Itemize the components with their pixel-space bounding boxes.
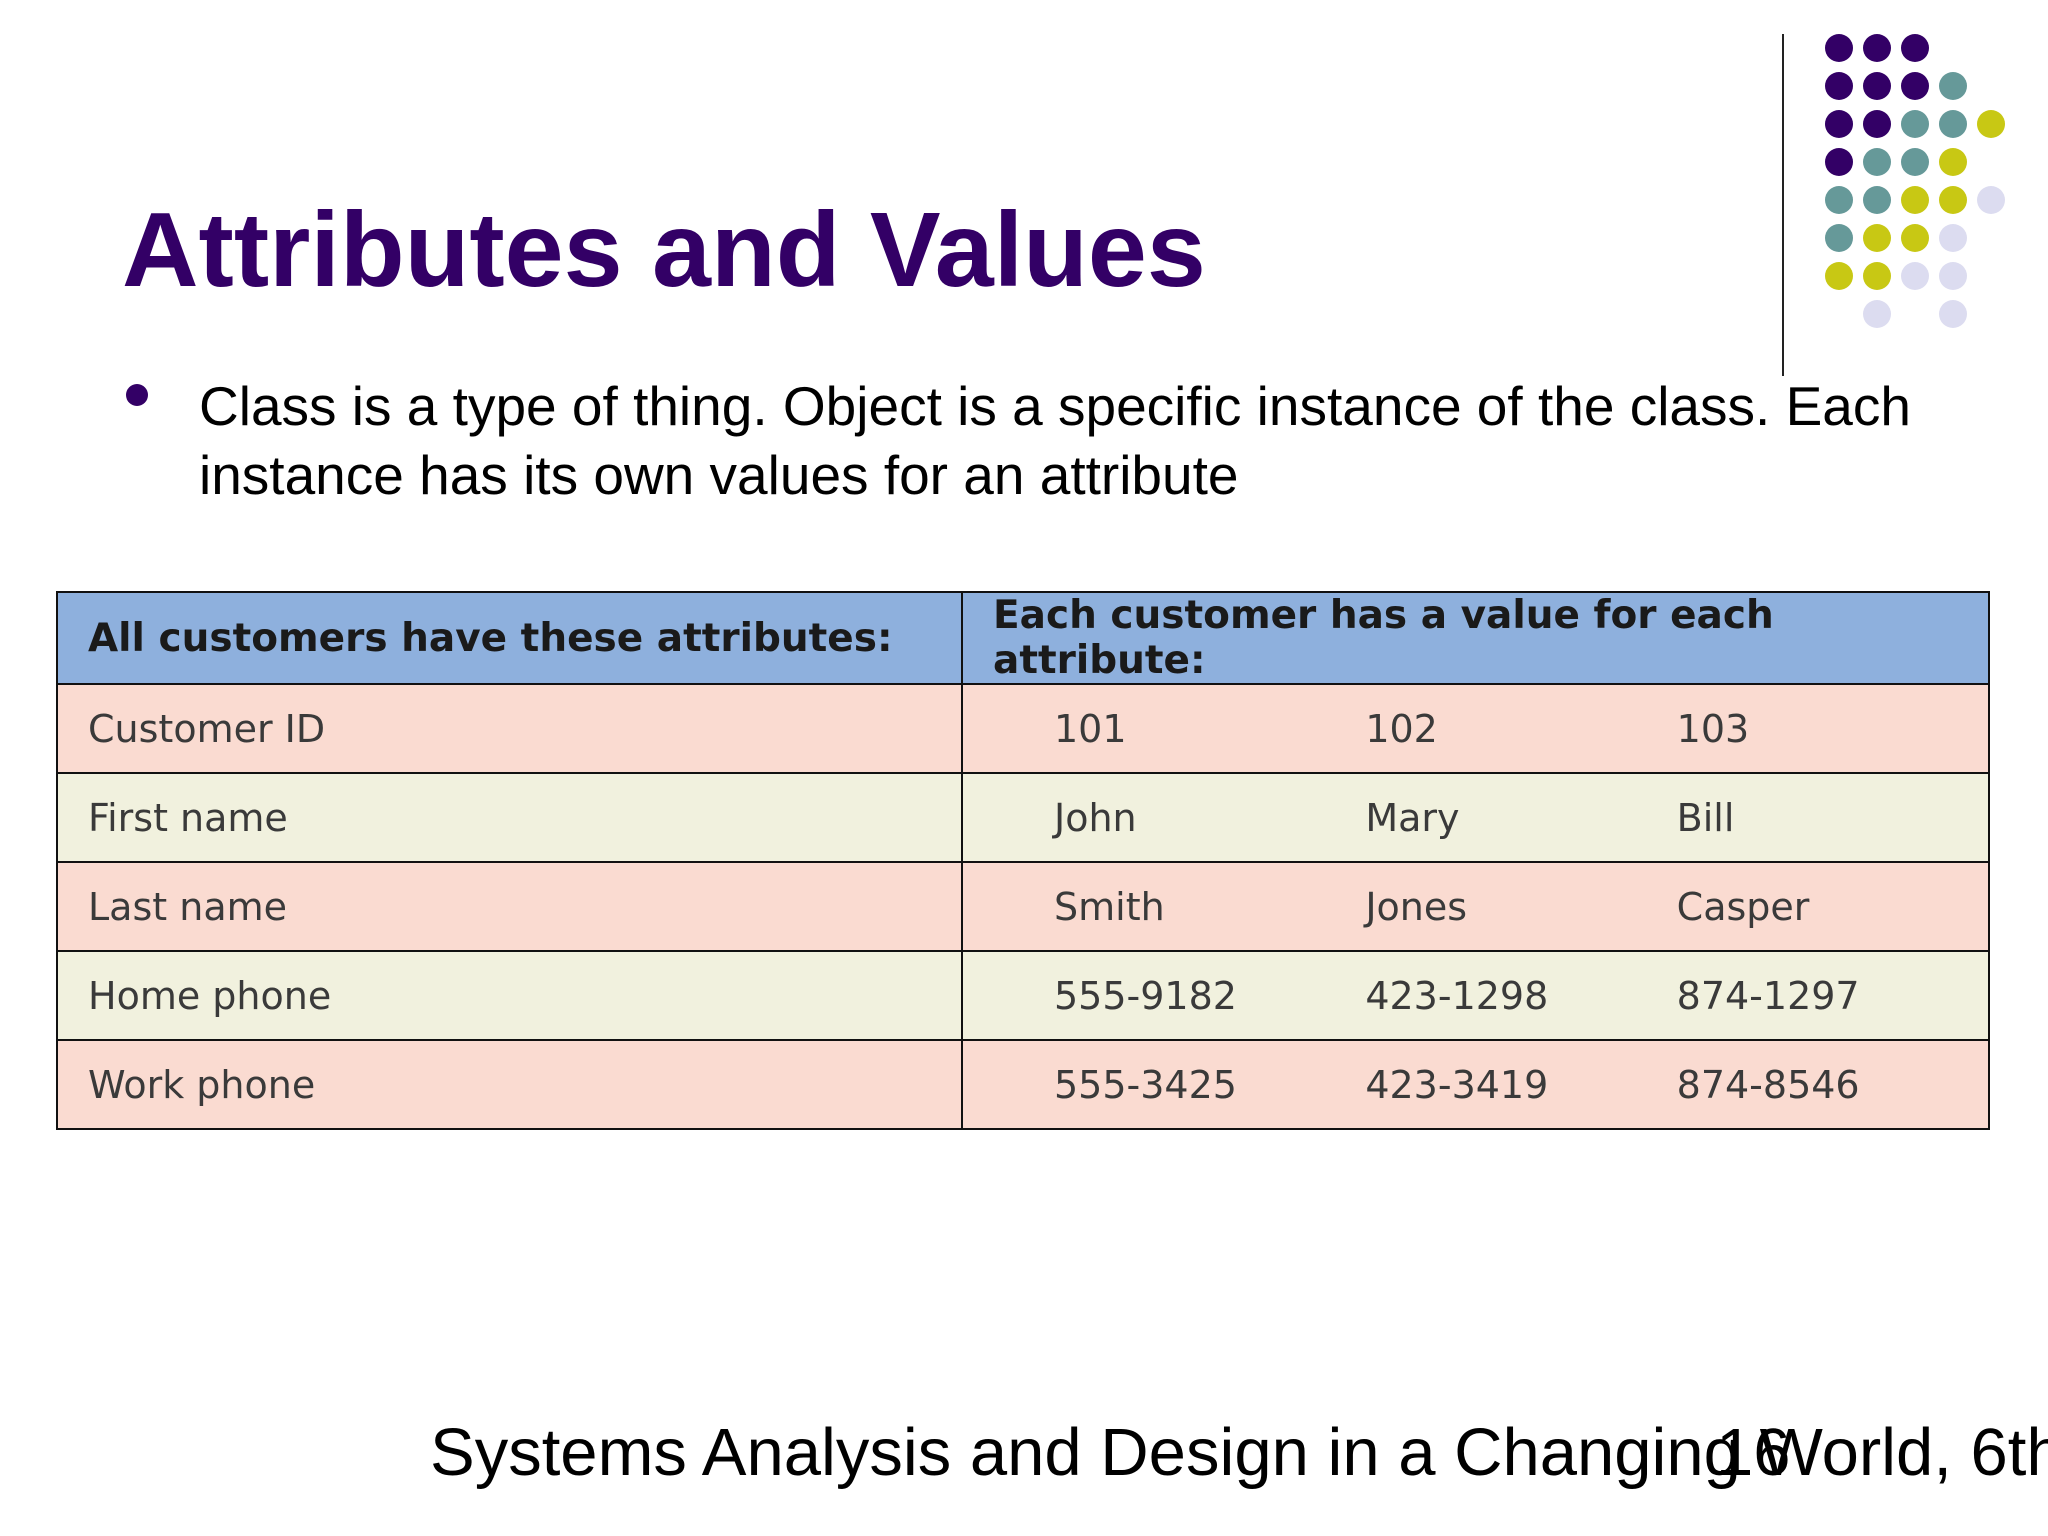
values-cell: 101 102 103	[961, 683, 1990, 774]
attributes-table: All customers have these attributes: Eac…	[56, 591, 1990, 1130]
attribute-cell: Last name	[56, 861, 963, 952]
table-row: Last name Smith Jones Casper	[56, 861, 1990, 952]
value-cell: 101	[1054, 706, 1127, 751]
value-cell: Mary	[1365, 795, 1460, 840]
table-row: Work phone 555-3425 423-3419 874-8546	[56, 1039, 1990, 1130]
decorative-dot	[1863, 262, 1891, 290]
table-row: Home phone 555-9182 423-1298 874-1297	[56, 950, 1990, 1041]
table-header-attributes: All customers have these attributes:	[56, 591, 963, 685]
attribute-cell: Home phone	[56, 950, 963, 1041]
decorative-dot	[1901, 262, 1929, 290]
value-cell: Bill	[1676, 795, 1735, 840]
decorative-dot	[1939, 224, 1967, 252]
decorative-dot	[1863, 148, 1891, 176]
page-number: 16	[1716, 1415, 1791, 1490]
value-cell: 423-3419	[1365, 1062, 1549, 1107]
values-cell: 555-3425 423-3419 874-8546	[961, 1039, 1990, 1130]
value-cell: 102	[1365, 706, 1438, 751]
decorative-dot	[1825, 224, 1853, 252]
values-cell: Smith Jones Casper	[961, 861, 1990, 952]
value-cell: 874-8546	[1676, 1062, 1860, 1107]
decorative-dot	[1825, 186, 1853, 214]
decorative-dot	[1901, 148, 1929, 176]
slide-title: Attributes and Values	[122, 191, 1206, 309]
value-cell: 103	[1676, 706, 1750, 751]
decorative-dot	[1863, 72, 1891, 100]
decorative-dot	[1825, 110, 1853, 138]
decorative-dot	[1939, 110, 1967, 138]
decorative-dot	[1939, 300, 1967, 328]
decorative-dot	[1939, 262, 1967, 290]
decorative-dot	[1901, 34, 1929, 62]
attribute-cell: Customer ID	[56, 683, 963, 774]
decorative-dot	[1901, 72, 1929, 100]
value-cell: Smith	[1054, 884, 1165, 929]
value-cell: John	[1054, 795, 1137, 840]
value-cell: 555-3425	[1054, 1062, 1237, 1107]
table-header-values: Each customer has a value for each attri…	[961, 591, 1990, 685]
table-header-row: All customers have these attributes: Eac…	[56, 591, 1990, 685]
decorative-dot	[1939, 186, 1967, 214]
values-cell: John Mary Bill	[961, 772, 1990, 863]
decorative-dot	[1863, 34, 1891, 62]
vertical-divider	[1782, 34, 1784, 376]
bullet-text: Class is a type of thing. Object is a sp…	[199, 375, 1911, 506]
decorative-dot	[1901, 224, 1929, 252]
decorative-dot	[1825, 262, 1853, 290]
decorative-dot	[1863, 224, 1891, 252]
table-row: Customer ID 101 102 103	[56, 683, 1990, 774]
decorative-dot	[1825, 72, 1853, 100]
value-cell: Jones	[1365, 884, 1468, 929]
decorative-dot	[1825, 148, 1853, 176]
decorative-dot	[1863, 186, 1891, 214]
decorative-dot	[1901, 110, 1929, 138]
decorative-dot	[1863, 300, 1891, 328]
decorative-dot	[1901, 186, 1929, 214]
decorative-dot	[1863, 110, 1891, 138]
values-cell: 555-9182 423-1298 874-1297	[961, 950, 1990, 1041]
value-cell: 874-1297	[1676, 973, 1860, 1018]
table-row: First name John Mary Bill	[56, 772, 1990, 863]
decorative-dot	[1939, 148, 1967, 176]
decorative-dot	[1977, 110, 2005, 138]
decorative-dot	[1825, 34, 1853, 62]
value-cell: 555-9182	[1054, 973, 1237, 1018]
bullet-icon	[126, 384, 148, 406]
attribute-cell: Work phone	[56, 1039, 963, 1130]
footer-text: Systems Analysis and Design in a Changin…	[430, 1415, 2048, 1490]
decorative-dot	[1977, 186, 2005, 214]
value-cell: 423-1298	[1365, 973, 1549, 1018]
attribute-cell: First name	[56, 772, 963, 863]
decorative-dot	[1939, 72, 1967, 100]
value-cell: Casper	[1676, 884, 1810, 929]
